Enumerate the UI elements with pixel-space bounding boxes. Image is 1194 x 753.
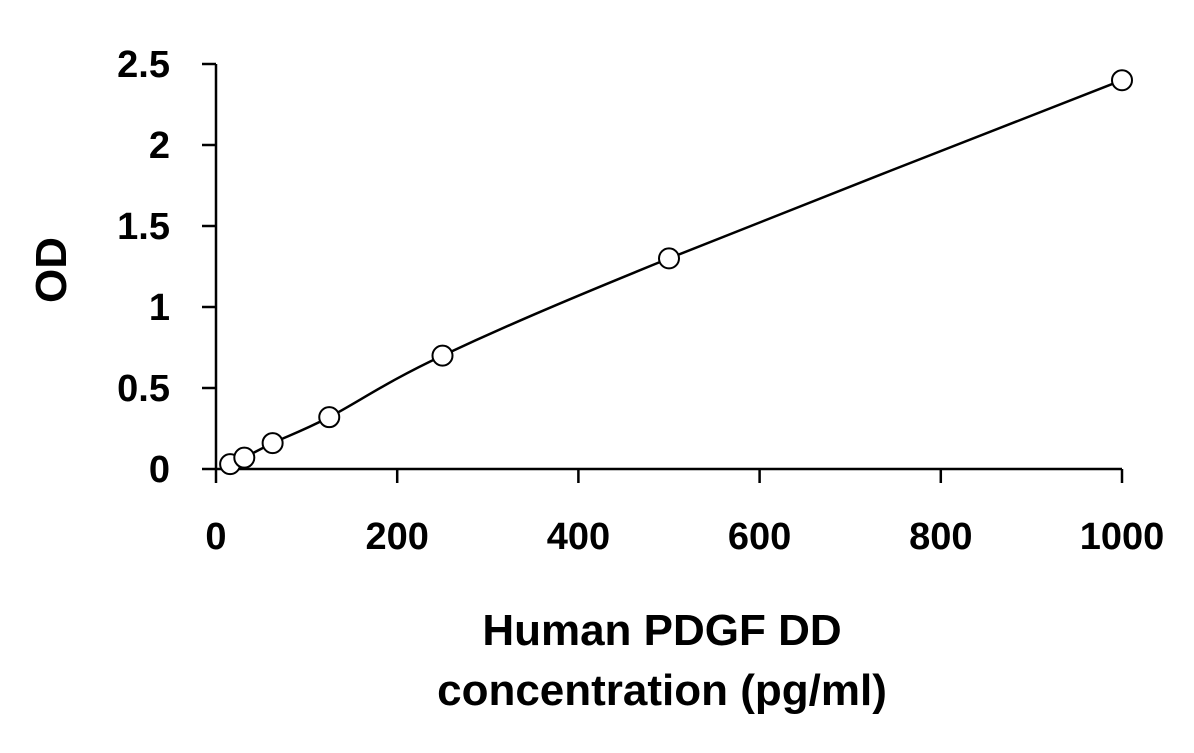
y-ticks: 0 0.5 1 1.5 2 2.5 [117,44,216,491]
y-tick-label: 2 [149,125,170,167]
y-tick-label: 0.5 [117,368,170,410]
y-tick-label: 1.5 [117,206,170,248]
y-tick-label: 2.5 [117,44,170,86]
data-point [431,344,454,367]
y-tick-label: 1 [149,287,170,329]
series-layer [219,69,1133,476]
data-point [658,247,680,270]
data-point [261,432,284,455]
y-tick-label: 0 [149,449,170,491]
x-ticks: 0 200 400 600 800 1000 [205,469,1164,558]
x-axis-title-line-2: concentration (pg/ml) [437,666,887,715]
x-tick-label: 200 [365,516,428,558]
x-tick-label: 0 [205,516,226,558]
x-tick-label: 1000 [1080,516,1165,558]
data-point [1111,69,1133,92]
x-axis-title-line-1: Human PDGF DD [482,606,841,655]
fit-curve [229,79,1123,466]
x-tick-label: 600 [728,516,791,558]
data-point [318,406,341,429]
x-tick-label: 800 [909,516,972,558]
y-axis-title: OD [27,237,76,303]
data-point [233,446,256,469]
x-tick-label: 400 [547,516,610,558]
axes [214,64,1122,471]
